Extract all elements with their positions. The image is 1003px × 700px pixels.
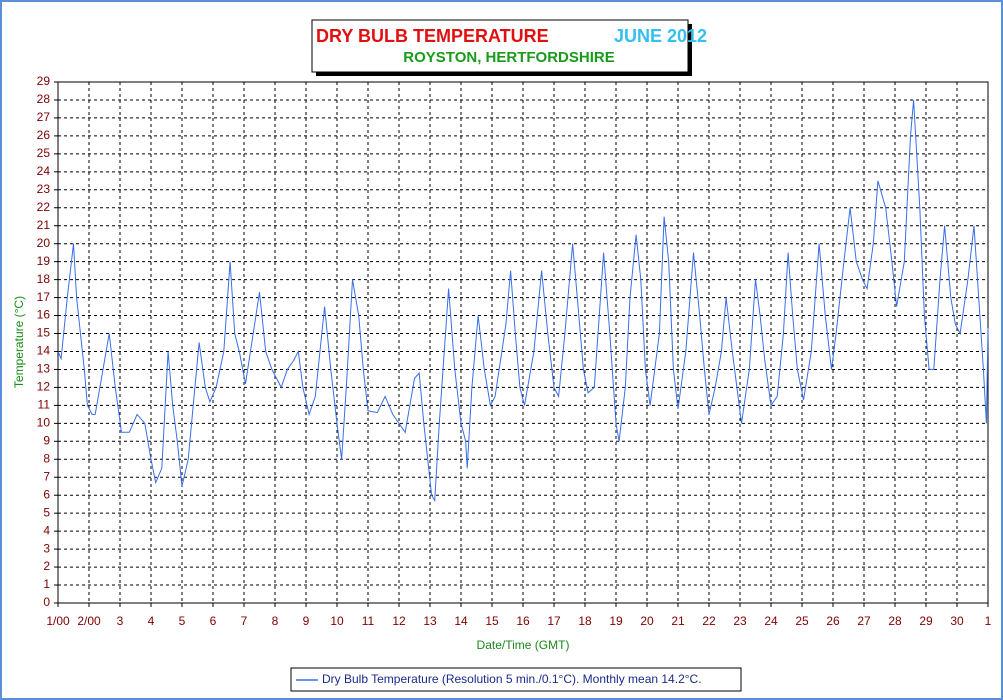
x-tick-label: 2/00: [77, 614, 101, 628]
y-tick-label: 13: [37, 362, 51, 376]
y-tick-label: 14: [37, 344, 51, 358]
x-tick-label: 18: [578, 614, 592, 628]
x-tick-label: 19: [609, 614, 623, 628]
x-tick-label: 8: [272, 614, 279, 628]
legend: Dry Bulb Temperature (Resolution 5 min./…: [296, 672, 702, 686]
x-tick-label: 4: [148, 614, 155, 628]
x-tick-label: 30: [950, 614, 964, 628]
y-tick-label: 5: [43, 505, 50, 519]
x-tick-label: 6: [210, 614, 217, 628]
x-tick-label: 1/00: [46, 614, 70, 628]
y-tick-label: 12: [37, 380, 51, 394]
x-tick-label: 27: [857, 614, 871, 628]
x-tick-label: 23: [733, 614, 747, 628]
x-tick-label: 24: [764, 614, 778, 628]
x-tick-label: 15: [485, 614, 499, 628]
y-tick-label: 29: [37, 74, 51, 88]
title-box: [311, 19, 689, 73]
y-tick-label: 17: [37, 290, 51, 304]
x-tick-label: 13: [423, 614, 437, 628]
y-tick-label: 1: [43, 577, 50, 591]
chart-title: DRY BULB TEMPERATURE: [316, 26, 549, 46]
y-tick-label: 28: [37, 92, 51, 106]
y-tick-label: 25: [37, 146, 51, 160]
chart-title-period: JUNE 2012: [614, 26, 707, 46]
x-tick-label: 25: [795, 614, 809, 628]
y-tick-label: 3: [43, 541, 50, 555]
y-tick-label: 27: [37, 110, 51, 124]
y-tick-label: 2: [43, 559, 50, 573]
x-tick-label: 3: [117, 614, 124, 628]
x-tick-label: 11: [362, 614, 375, 628]
y-tick-label: 26: [37, 128, 51, 142]
y-tick-label: 23: [37, 182, 51, 196]
y-tick-label: 9: [43, 433, 50, 447]
y-tick-label: 19: [37, 254, 51, 268]
x-tick-label: 16: [516, 614, 530, 628]
y-tick-label: 6: [43, 487, 50, 501]
y-tick-label: 22: [37, 200, 51, 214]
legend-label: Dry Bulb Temperature (Resolution 5 min./…: [322, 672, 702, 686]
x-tick-label: 29: [919, 614, 933, 628]
x-tick-label: 17: [547, 614, 561, 628]
x-tick-label: 14: [454, 614, 468, 628]
y-tick-label: 11: [38, 398, 51, 412]
x-tick-label: 12: [392, 614, 406, 628]
y-axis-label: Temperature (°C): [12, 296, 26, 388]
x-axis-label: Date/Time (GMT): [477, 638, 570, 652]
y-tick-label: 24: [37, 164, 51, 178]
chart-subtitle: ROYSTON, HERTFORDSHIRE: [403, 49, 614, 66]
y-tick-label: 0: [43, 595, 50, 609]
x-tick-label: 26: [826, 614, 840, 628]
temperature-line: [57, 99, 989, 503]
y-tick-label: 20: [37, 236, 51, 250]
y-tick-label: 15: [37, 326, 51, 340]
y-tick-label: 16: [37, 308, 51, 322]
x-tick-label: 10: [330, 614, 344, 628]
y-tick-label: 4: [43, 523, 50, 537]
x-tick-label: 7: [241, 614, 248, 628]
y-tick-label: 10: [37, 416, 51, 430]
x-tick-label: 28: [888, 614, 902, 628]
x-tick-label: 21: [671, 614, 685, 628]
x-tick-label: 9: [303, 614, 310, 628]
y-tick-label: 18: [37, 272, 51, 286]
x-tick-label: 20: [640, 614, 654, 628]
y-tick-label: 7: [43, 469, 50, 483]
legend-box: [290, 667, 742, 692]
y-tick-label: 8: [43, 451, 50, 465]
x-tick-label: 5: [179, 614, 186, 628]
y-tick-label: 21: [37, 218, 51, 232]
x-tick-label: 22: [702, 614, 716, 628]
x-tick-label: 1: [985, 614, 992, 628]
